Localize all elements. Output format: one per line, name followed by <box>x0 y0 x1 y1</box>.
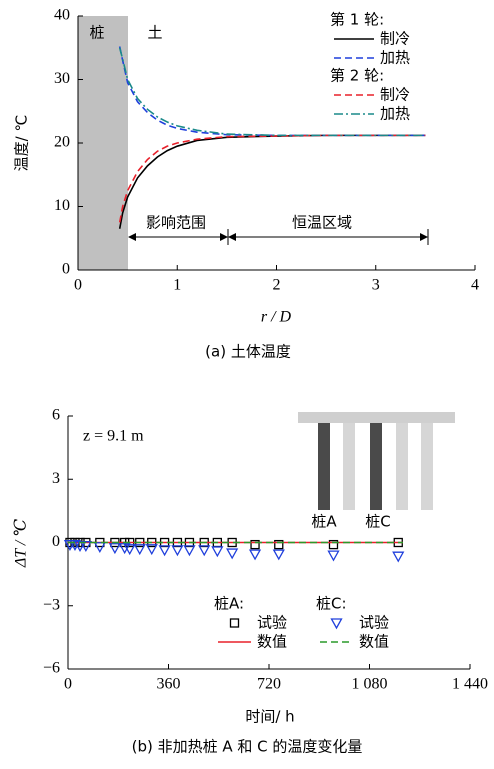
marker-square <box>231 619 239 627</box>
y-tick-label: 6 <box>52 407 60 424</box>
pile-cap <box>298 412 455 423</box>
legend-label: 加热 <box>380 49 410 67</box>
marker-triangle <box>274 550 284 559</box>
marker-triangle <box>172 546 182 555</box>
y-tick-label: 30 <box>54 70 70 87</box>
y-axis-label: 温度/ ℃ <box>13 115 31 172</box>
pile <box>343 423 355 510</box>
annotation: 影响范围 <box>146 214 206 232</box>
marker-triangle <box>332 619 342 628</box>
x-tick-label: 3 <box>372 277 380 294</box>
x-tick-label: 2 <box>273 277 281 294</box>
y-axis-label: ΔT / ℃ <box>13 519 30 568</box>
marker-triangle <box>212 547 222 556</box>
y-tick-label: 0 <box>62 261 70 278</box>
page: {"chart_data": [ {"type": "line", "capti… <box>0 0 494 769</box>
legend-label: 试验 <box>359 614 389 632</box>
caption: (a) 土体温度 <box>205 343 291 361</box>
x-tick-label: 1 080 <box>352 676 388 693</box>
legend-group: 第 1 轮: <box>330 11 384 29</box>
marker-triangle <box>328 551 338 560</box>
annotation: z = 9.1 m <box>83 428 144 445</box>
annotation: 恒温区域 <box>292 214 352 232</box>
x-tick-label: 1 <box>173 277 181 294</box>
x-tick-label: 720 <box>257 676 281 693</box>
legend-group: 桩C: <box>316 595 347 613</box>
marker-triangle <box>199 546 209 555</box>
annotation: 土 <box>147 24 162 42</box>
pile <box>370 423 382 510</box>
legend-label: 数值 <box>257 633 287 651</box>
annotation: 桩C <box>365 513 390 531</box>
annotation: 桩A <box>311 513 337 531</box>
legend-label: 制冷 <box>380 30 410 48</box>
y-tick-label: 0 <box>52 533 60 550</box>
y-tick-label: −3 <box>43 596 60 613</box>
legend-label: 加热 <box>380 105 410 123</box>
marker-triangle <box>393 552 403 561</box>
x-tick-label: 0 <box>74 277 82 294</box>
pile-region <box>78 16 128 270</box>
x-axis-label: 时间/ h <box>245 708 294 726</box>
pile <box>421 423 433 510</box>
legend-group: 第 2 轮: <box>330 67 384 85</box>
x-tick-label: 4 <box>471 277 479 294</box>
y-tick-label: 3 <box>52 470 60 487</box>
marker-triangle <box>160 546 170 555</box>
marker-triangle <box>227 549 237 558</box>
x-tick-label: 1 440 <box>452 676 488 693</box>
x-tick-label: 360 <box>157 676 181 693</box>
x-axis-label: r / D <box>261 309 292 326</box>
x-tick-label: 0 <box>64 676 72 693</box>
y-tick-label: 40 <box>54 7 70 24</box>
marker-triangle <box>250 550 260 559</box>
pile <box>318 423 330 510</box>
legend-group: 桩A: <box>214 595 244 613</box>
y-tick-label: 10 <box>54 197 70 214</box>
marker-triangle <box>184 546 194 555</box>
y-tick-label: 20 <box>54 134 70 151</box>
legend-label: 制冷 <box>380 86 410 104</box>
series-line <box>120 135 426 222</box>
y-tick-label: −6 <box>43 660 60 677</box>
legend-label: 试验 <box>257 614 287 632</box>
legend-label: 数值 <box>359 633 389 651</box>
figure: 桩 土 影响范围 恒温区域 r / D 温度/ ℃ (a) 土体温度 z = 9… <box>0 0 494 769</box>
caption: (b) 非加热桩 A 和 C 的温度变化量 <box>132 738 363 756</box>
annotation: 桩 <box>89 24 104 42</box>
pile <box>396 423 408 510</box>
